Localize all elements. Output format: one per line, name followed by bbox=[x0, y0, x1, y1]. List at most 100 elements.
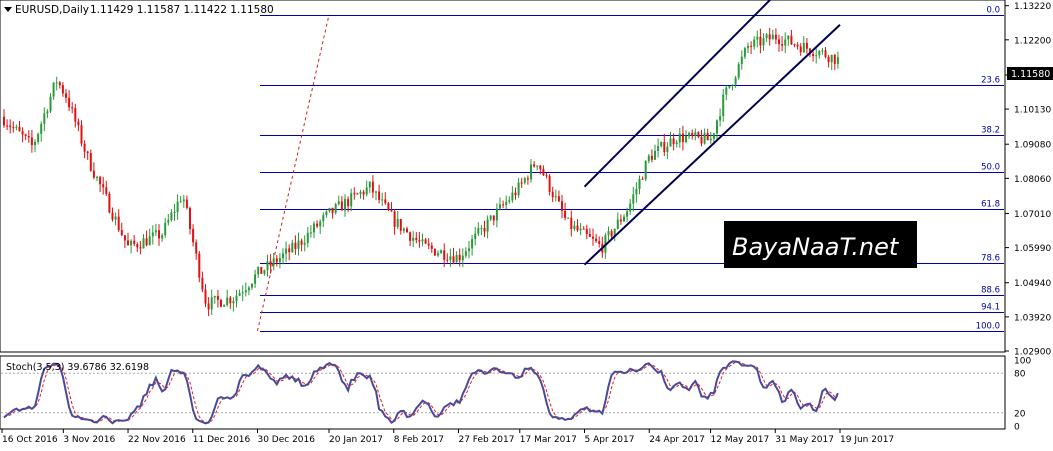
candle-body bbox=[303, 243, 306, 245]
stochastic-oscillator: 100 80 20 0 bbox=[1, 357, 1031, 433]
candle-body bbox=[502, 204, 505, 206]
candle-body bbox=[759, 36, 762, 46]
y-tick-label: 1.08060 bbox=[1014, 175, 1051, 185]
candle-body bbox=[61, 85, 64, 94]
candle-body bbox=[774, 34, 777, 40]
candle-body bbox=[833, 54, 836, 64]
candle-body bbox=[700, 136, 703, 144]
candle-body bbox=[495, 208, 498, 221]
candle-body bbox=[368, 181, 371, 188]
candle-body bbox=[418, 240, 421, 242]
candle-body bbox=[21, 131, 24, 135]
candle-body bbox=[114, 216, 117, 220]
candle-body bbox=[812, 53, 815, 57]
candle-body bbox=[102, 184, 105, 188]
candle-body bbox=[607, 231, 610, 236]
candle-body bbox=[781, 44, 784, 46]
x-tick-label: 27 Feb 2017 bbox=[458, 435, 514, 445]
candle-body bbox=[632, 194, 635, 204]
candle-body bbox=[347, 199, 350, 207]
candle-body bbox=[154, 230, 157, 233]
fib-label-94.1: 94.1 bbox=[981, 303, 1000, 313]
candle-body bbox=[108, 193, 111, 213]
fib-label-50.0: 50.0 bbox=[981, 163, 1000, 173]
candle-body bbox=[641, 178, 644, 180]
candle-body bbox=[626, 211, 629, 217]
candle-body bbox=[694, 132, 697, 136]
candle-body bbox=[148, 236, 151, 246]
candle-body bbox=[520, 182, 523, 184]
x-tick-label: 20 Jan 2017 bbox=[329, 435, 383, 445]
candle-body bbox=[145, 238, 148, 246]
candle-body bbox=[750, 45, 753, 47]
candle-body bbox=[768, 34, 771, 40]
candle-body bbox=[514, 192, 517, 196]
candle-body bbox=[251, 283, 253, 288]
candle-body bbox=[598, 241, 601, 244]
candle-body bbox=[58, 82, 61, 86]
candle-body bbox=[681, 133, 684, 143]
candle-body bbox=[427, 243, 430, 246]
candle-body bbox=[480, 227, 483, 229]
candle-body bbox=[536, 165, 539, 167]
candle-body bbox=[542, 169, 545, 176]
candle-body bbox=[223, 305, 226, 307]
candle-body bbox=[402, 228, 405, 231]
candle-body bbox=[244, 290, 247, 293]
candle-body bbox=[371, 181, 374, 193]
candle-body bbox=[678, 133, 681, 143]
candle-body bbox=[3, 116, 5, 126]
candle-body bbox=[629, 203, 632, 212]
candle-body bbox=[111, 212, 114, 220]
candle-body bbox=[133, 240, 136, 244]
candle-body bbox=[533, 164, 536, 167]
stoch-panel-frame bbox=[0, 355, 1006, 430]
candle-body bbox=[285, 248, 288, 254]
candle-body bbox=[421, 239, 424, 242]
candle-body bbox=[269, 261, 272, 266]
candle-body bbox=[474, 233, 477, 240]
candle-body bbox=[530, 164, 532, 180]
candle-body bbox=[309, 232, 312, 234]
y-tick-label: 1.12200 bbox=[1014, 36, 1051, 46]
candle-body bbox=[9, 125, 12, 128]
candle-body bbox=[123, 235, 126, 241]
candle-body bbox=[725, 87, 728, 95]
candle-body bbox=[505, 201, 508, 205]
candle-body bbox=[719, 116, 722, 121]
candle-body bbox=[573, 225, 576, 230]
candle-body bbox=[526, 178, 529, 180]
candle-body bbox=[195, 242, 198, 254]
candle-body bbox=[375, 191, 377, 193]
candle-body bbox=[461, 255, 464, 261]
candle-body bbox=[96, 176, 98, 178]
candle-body bbox=[793, 44, 796, 46]
candle-body bbox=[805, 42, 808, 49]
candle-body bbox=[306, 232, 309, 244]
candle-body bbox=[204, 289, 207, 304]
candle-body bbox=[399, 219, 402, 231]
candle-body bbox=[654, 151, 656, 160]
candle-body bbox=[275, 258, 278, 263]
x-tick-label: 5 Apr 2017 bbox=[585, 435, 635, 445]
candle-body bbox=[489, 215, 492, 220]
candle-body bbox=[359, 191, 362, 194]
candle-body bbox=[796, 44, 799, 47]
price-channel bbox=[583, 0, 841, 266]
x-tick-label: 30 Dec 2016 bbox=[257, 435, 315, 445]
candle-body bbox=[353, 193, 356, 195]
candle-body bbox=[762, 37, 765, 46]
candle-body bbox=[551, 191, 554, 198]
candle-body bbox=[210, 297, 213, 310]
candle-body bbox=[685, 136, 687, 143]
fibonacci-levels: 0.0 23.6 38.2 50.0 61.8 78.6 88.6 94.1 100.0 bbox=[260, 6, 1004, 332]
candle-body bbox=[344, 199, 346, 211]
candle-body bbox=[821, 50, 824, 52]
dropdown-triangle-icon[interactable] bbox=[4, 7, 12, 12]
candle-body bbox=[409, 232, 412, 241]
candle-body bbox=[430, 245, 433, 249]
candle-body bbox=[130, 240, 133, 246]
candle-body bbox=[105, 187, 108, 194]
candle-body bbox=[120, 230, 123, 236]
